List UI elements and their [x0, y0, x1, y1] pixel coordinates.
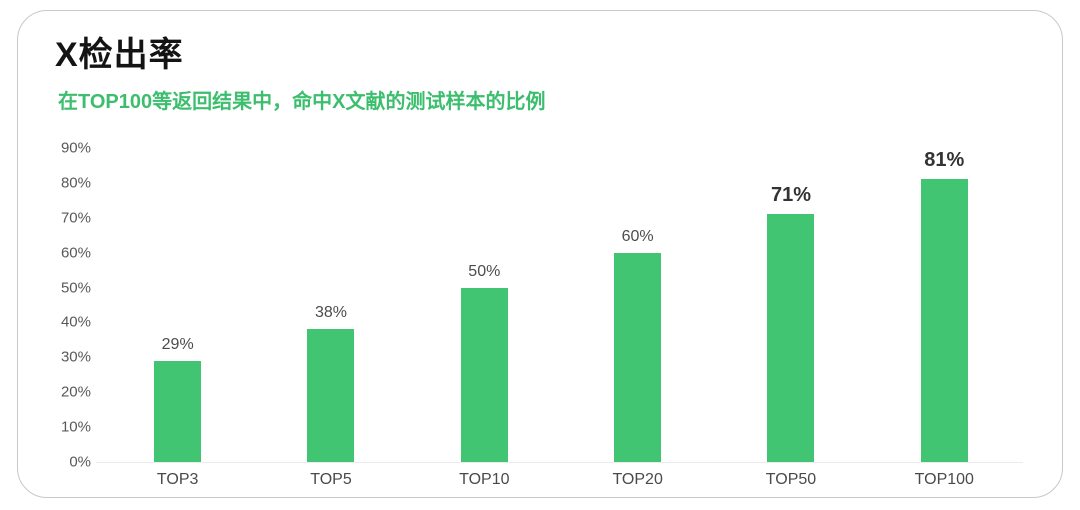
x-tick-label: TOP50 [765, 471, 817, 488]
y-tick-label: 50% [60, 279, 91, 297]
bar-column: 50% TOP10 [408, 148, 561, 487]
plot-area: 29% TOP3 38% TOP5 50% TOP10 60% TOP20 71% TOP50 81… [96, 148, 1023, 488]
x-tick-label: TOP20 [612, 471, 663, 488]
bar-column: 81% TOP100 [868, 148, 1021, 487]
bar-column: 71% TOP50 [714, 148, 867, 487]
x-axis-baseline [96, 461, 1023, 463]
bar-value-label: 29% [161, 335, 194, 353]
x-tick-label: TOP10 [459, 471, 510, 488]
y-tick-label: 40% [60, 313, 91, 331]
x-tick-label: TOP100 [914, 471, 974, 488]
chart-subtitle: 在TOP100等返回结果中，命中X文献的测试样本的比例 [58, 91, 546, 113]
y-tick-label: 80% [60, 174, 91, 192]
y-axis-tick-labels: 0% 10% 20% 30% 40% 50% 60% 70% 80% 90% [31, 141, 91, 470]
y-tick-label: 20% [60, 383, 91, 401]
y-tick-label: 90% [60, 139, 91, 157]
y-tick-label: 70% [60, 209, 91, 227]
y-tick-label: 30% [60, 348, 91, 366]
bar-column: 38% TOP5 [254, 148, 407, 488]
x-tick-label: TOP5 [310, 471, 352, 488]
bar-column: 60% TOP20 [561, 148, 714, 487]
y-tick-label: 10% [60, 418, 91, 436]
x-tick-label: TOP3 [156, 471, 199, 488]
chart-title: X检出率 [55, 36, 184, 74]
y-tick-label: 60% [60, 244, 91, 262]
chart-card: X检出率 在TOP100等返回结果中，命中X文献的测试样本的比例 0% 10% 20… [17, 10, 1063, 498]
bar-value-label: 60% [621, 227, 654, 245]
bar [614, 252, 662, 462]
bar [920, 179, 968, 462]
bar [460, 287, 508, 462]
bar [767, 214, 815, 462]
bar-value-label: 38% [314, 304, 347, 322]
y-tick-label: 0% [69, 453, 91, 471]
bar-value-label: 50% [468, 262, 501, 280]
bar-value-label: 81% [924, 149, 965, 172]
bar-column: 29% TOP3 [101, 148, 254, 488]
bar [307, 329, 355, 462]
bar-value-label: 71% [770, 184, 811, 207]
bar [154, 360, 202, 462]
